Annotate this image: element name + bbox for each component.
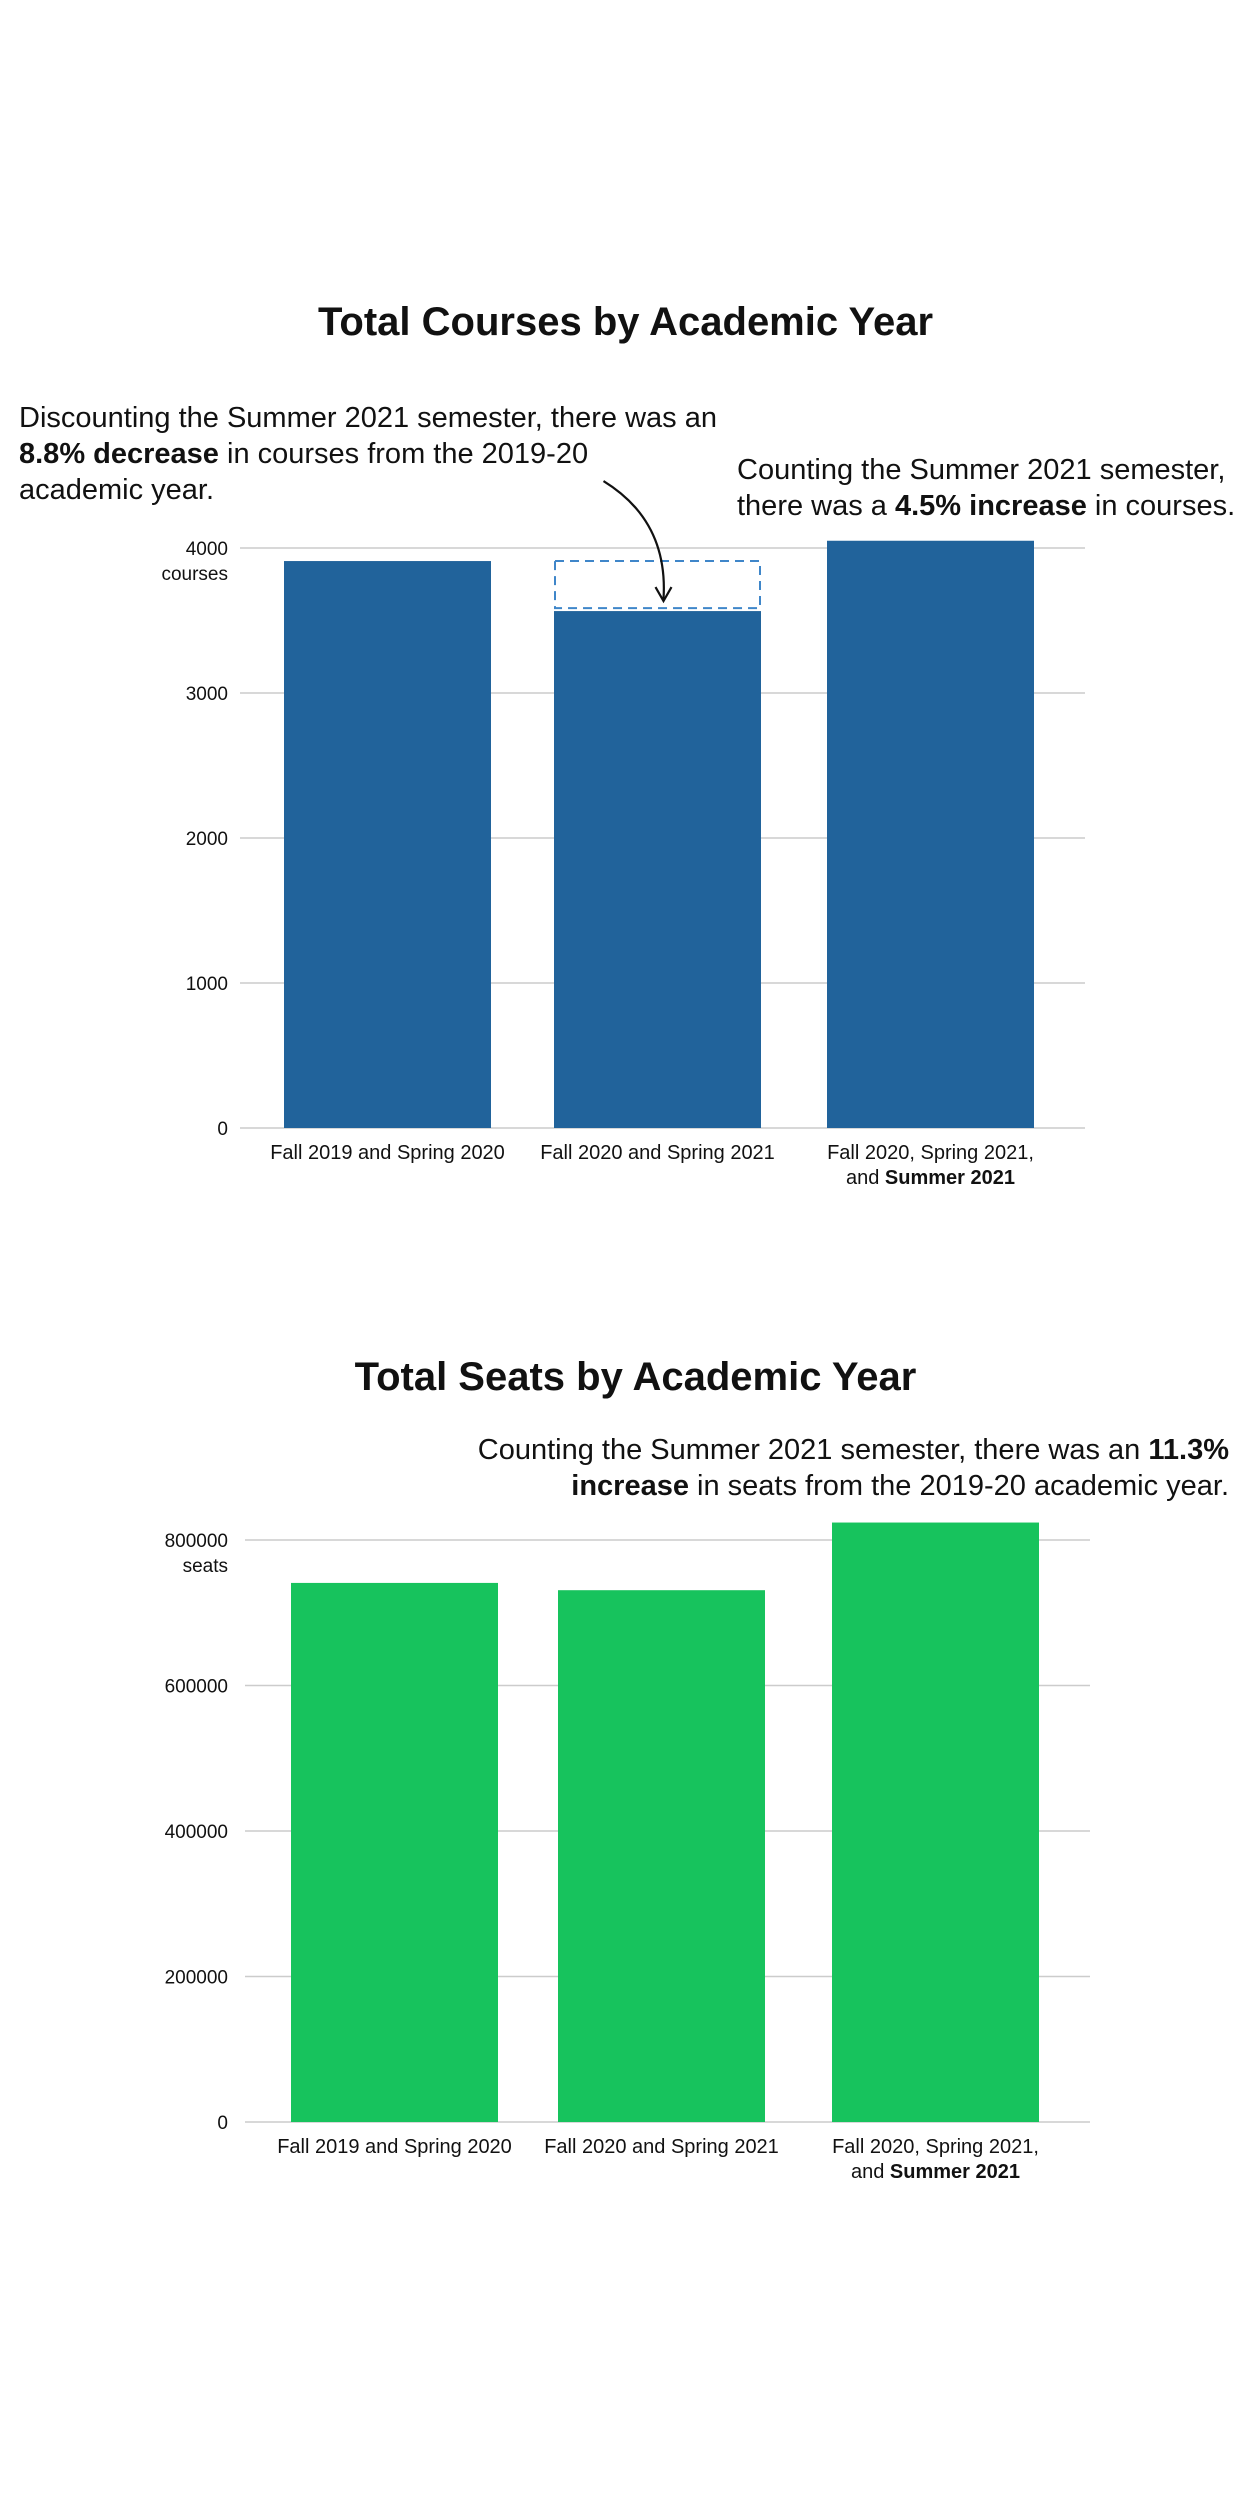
x-category-label: Fall 2019 and Spring 2020 (270, 1142, 505, 1164)
chart2-title: Total Seats by Academic Year (354, 1355, 917, 1399)
chart1-plot: 0 1000 2000 3000 4000 courses Fall 2019 and Sp… (161, 480, 1085, 1189)
y-tick-label: 400000 (165, 1822, 228, 1843)
y-unit-label: seats (183, 1556, 228, 1577)
chart2-annotation-increase: Counting the Summer 2021 semester, there… (477, 1434, 1229, 1502)
y-tick-label: 0 (217, 1119, 228, 1140)
bar (558, 1590, 765, 2122)
chart2-plot: 0 200000 400000 600000 800000 seats Fall 2019 … (165, 1522, 1090, 2183)
y-tick-label: 0 (217, 2113, 228, 2134)
x-category-label: Fall 2020, Spring 2021, (827, 1142, 1034, 1164)
bar (284, 561, 491, 1128)
chart1-annotation-decrease: Discounting the Summer 2021 semester, th… (19, 402, 717, 506)
y-tick-label: 4000 (186, 539, 228, 560)
y-tick-label: 2000 (186, 829, 228, 850)
x-category-label: and Summer 2021 (846, 1167, 1015, 1189)
x-category-label: Fall 2020, Spring 2021, (832, 2136, 1039, 2158)
y-tick-label: 600000 (165, 1677, 228, 1698)
x-category-label: and Summer 2021 (851, 2161, 1020, 2183)
bar (291, 1582, 498, 2122)
y-tick-label: 800000 (165, 1531, 228, 1552)
chart1-title: Total Courses by Academic Year (317, 300, 934, 344)
x-category-label: Fall 2020 and Spring 2021 (540, 1142, 775, 1164)
annotation-arrow (602, 480, 665, 600)
y-tick-label: 1000 (186, 974, 228, 995)
bar (554, 611, 761, 1128)
arrow-head-icon (654, 586, 673, 604)
x-category-label: Fall 2020 and Spring 2021 (544, 2136, 779, 2158)
y-tick-label: 3000 (186, 684, 228, 705)
reference-outline (554, 560, 761, 610)
bar (832, 1522, 1039, 2122)
chart1-annotation-increase: Counting the Summer 2021 semester, there… (737, 454, 1236, 522)
y-tick-label: 200000 (165, 1968, 228, 1989)
x-category-label: Fall 2019 and Spring 2020 (277, 2136, 512, 2158)
bar (827, 540, 1034, 1128)
y-unit-label: courses (161, 564, 228, 585)
